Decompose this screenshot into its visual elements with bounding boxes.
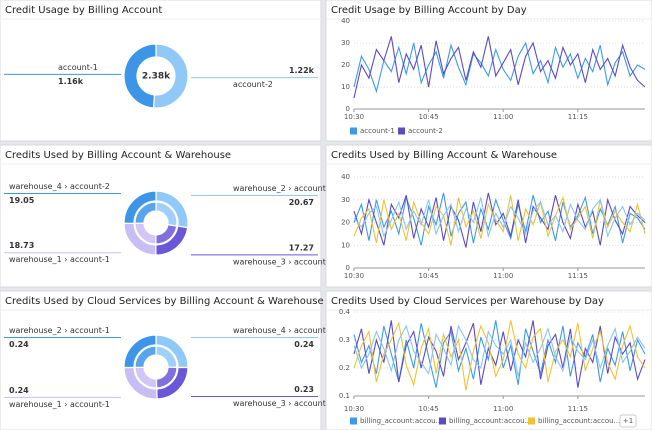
segment-label: warehouse_2 › account-1 — [233, 184, 334, 193]
donut-segment — [134, 345, 157, 368]
y-tick-label: 20 — [341, 219, 350, 227]
x-tick-label: 11:15 — [568, 272, 588, 280]
x-tick-label: 10:30 — [344, 113, 364, 121]
panel-title: Credits Used by Billing Account & Wareho… — [5, 150, 231, 161]
segment-value: 20.67 — [289, 198, 314, 207]
segment-value: 0.24 — [9, 386, 29, 395]
x-tick-label: 11:00 — [493, 113, 513, 121]
legend-swatch — [398, 127, 405, 135]
y-tick-label: 30 — [341, 196, 350, 204]
y-tick-label: 0 — [346, 105, 350, 113]
y-tick-label: 10 — [341, 83, 350, 91]
panel — [0, 144, 322, 288]
panel-title: Credit Usage by Billing Account by Day — [331, 5, 527, 16]
panel — [0, 0, 322, 142]
legend-label: billing_account:accou... — [449, 417, 531, 425]
y-tick-label: 0 — [346, 264, 350, 272]
x-tick-label: 10:45 — [419, 113, 439, 121]
x-tick-label: 11:15 — [568, 405, 588, 413]
segment-value: 1.22k — [289, 66, 315, 75]
y-tick-label: 0.1 — [339, 392, 350, 400]
y-tick-label: 0.2 — [339, 364, 350, 372]
x-tick-label: 10:45 — [419, 272, 439, 280]
series-line — [353, 195, 646, 246]
x-tick-label: 10:30 — [344, 405, 364, 413]
series-line — [353, 320, 646, 388]
segment-label: warehouse_3 › account-2 — [233, 257, 334, 266]
segment-value: 0.24 — [9, 340, 29, 349]
segment-label: warehouse_2 › account-1 — [9, 326, 110, 335]
legend-swatch — [350, 417, 357, 425]
series-line — [353, 324, 646, 377]
legend-label: billing_account:accou... — [360, 417, 442, 425]
segment-label: warehouse_3 › account-2 — [233, 399, 334, 408]
series-line — [353, 36, 646, 99]
panel-title: Credit Usage by Billing Account — [5, 5, 162, 16]
segment-value: 1.16k — [58, 77, 84, 86]
legend-more-box[interactable] — [619, 414, 637, 428]
panel — [325, 0, 652, 142]
segment-label: warehouse_4 › account-2 — [233, 326, 334, 335]
panel — [0, 290, 322, 430]
legend-swatch — [350, 127, 357, 135]
x-tick-label: 11:00 — [493, 405, 513, 413]
donut-segment — [152, 43, 189, 109]
segment-value: 17.27 — [289, 243, 314, 252]
segment-value: 0.24 — [294, 340, 314, 349]
x-tick-label: 11:00 — [493, 272, 513, 280]
series-line — [353, 320, 646, 391]
x-tick-label: 10:45 — [419, 405, 439, 413]
panel-title: Credits Used by Cloud Services by Billin… — [5, 296, 324, 307]
legend-more: +1 — [623, 417, 633, 425]
x-tick-label: 10:30 — [344, 272, 364, 280]
legend-label: billing_account:accou... — [538, 417, 620, 425]
segment-label: warehouse_4 › account-2 — [9, 182, 110, 191]
segment-label: warehouse_1 › account-1 — [9, 400, 110, 409]
series-line — [353, 197, 646, 239]
y-tick-label: 40 — [341, 173, 350, 181]
segment-label: warehouse_1 › account-1 — [9, 255, 110, 264]
segment-value: 18.73 — [9, 241, 34, 250]
legend-swatch — [439, 417, 446, 425]
y-tick-label: 0.4 — [339, 308, 351, 316]
legend-swatch — [528, 417, 535, 425]
donut-segment — [123, 334, 157, 369]
segment-value: 19.05 — [9, 196, 35, 205]
y-tick-label: 40 — [341, 17, 350, 25]
donut-segment — [123, 43, 157, 109]
legend-label: account-1 — [360, 127, 395, 135]
segment-value: 0.23 — [294, 385, 314, 394]
segment-label: account-1 — [58, 63, 98, 72]
panel-title: Credits Used by Billing Account & Wareho… — [331, 150, 557, 161]
y-tick-label: 30 — [341, 39, 350, 47]
center-label: 2.38k — [142, 72, 171, 82]
legend-label: account-2 — [408, 127, 443, 135]
series-line — [353, 320, 646, 388]
y-tick-label: 20 — [341, 61, 350, 69]
donut-segment — [123, 190, 157, 224]
panel-title: Credits Used by Cloud Services per Wareh… — [331, 296, 604, 307]
y-tick-label: 0.3 — [339, 336, 350, 344]
x-tick-label: 11:15 — [568, 113, 588, 121]
y-tick-label: 10 — [341, 241, 350, 249]
donut-segment — [134, 201, 157, 224]
segment-label: account-2 — [233, 80, 273, 89]
